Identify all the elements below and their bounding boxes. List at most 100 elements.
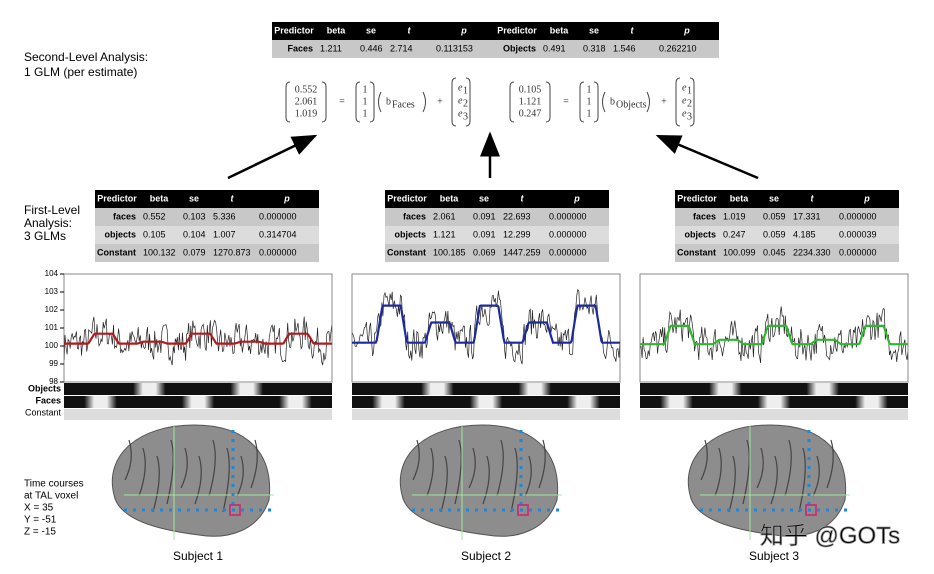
table-cell: 1.121 [433,229,456,239]
eq-y: 0.105 [519,84,542,95]
brain [399,424,562,540]
sulcus [770,455,778,505]
table-cell: 100.132 [143,247,176,257]
table-header: se [589,25,599,35]
bracket [285,81,291,123]
section-label: First-Level [24,203,80,217]
design-on [567,396,600,408]
table-cell: 1447.259 [503,247,541,257]
plot-frame [351,273,621,383]
sulcus [756,447,764,489]
eq-b-sub: Objects [616,99,647,110]
table-cell: 100.099 [723,247,756,257]
table-row-bg [495,40,719,58]
sulcus [468,447,476,489]
sulcus [798,447,806,513]
table-cell: 1.019 [723,211,746,221]
table-header: Predictor [497,25,537,35]
sulcus [714,447,722,497]
table-row-bg [385,244,609,262]
table-header: se [366,25,376,35]
design-on [518,383,551,395]
table-header: Predictor [97,193,137,203]
table-cell: faces [693,211,716,221]
table-cell: 100.185 [433,247,466,257]
table-cell: faces [403,211,426,221]
table-row-bg [385,208,609,226]
sulcus [524,455,532,497]
design-label: Faces [35,395,61,405]
paren [378,91,382,113]
section-label: Analysis: [24,216,72,230]
eq-sign: + [661,96,667,107]
section-label: Second-Level Analysis: [24,50,148,64]
table-cell: 2.061 [433,211,456,221]
table-cell: 1.546 [613,43,636,53]
table-row-bg [675,208,899,226]
table-header: Predictor [677,193,717,203]
table-cell: 12.299 [503,229,531,239]
plot-frame [639,273,909,383]
design-on [806,383,839,395]
section-label: 1 GLM (per estimate) [24,65,137,79]
table-cell: 0.091 [473,229,496,239]
table-cell: objects [394,229,426,239]
sulcus [124,439,132,481]
eq-sign: = [339,96,345,107]
y-tick-label: 98 [49,377,58,386]
table-header: beta [150,193,170,203]
watermark: 知乎 @GOTs [760,522,900,549]
table-cell: objects [104,229,136,239]
table-header: se [189,193,199,203]
table-header: p [863,193,870,203]
table-header: beta [327,25,347,35]
table-cell: 0.318 [583,43,606,53]
eq-x: 1 [363,96,368,107]
design-on [279,396,312,408]
table-cell: 1.211 [320,43,342,53]
design-row [352,383,620,395]
table-cell: 0.000000 [839,211,877,221]
voxel [517,504,529,516]
design-constant [640,409,908,420]
table-cell: 0.000039 [839,229,877,239]
eq-x: 1 [363,108,368,119]
design-on [469,396,503,408]
bracket [509,81,515,123]
table-cell: 0.104 [183,229,206,239]
design-on [133,383,166,395]
section-label: 3 GLMs [24,229,66,243]
eq-y: 2.061 [295,96,318,107]
table-cell: 0.059 [763,229,786,239]
sulcus [180,447,188,489]
design-label: Constant [25,407,62,417]
table-cell: 0.247 [723,229,746,239]
subject-label: Subject 1 [173,549,223,563]
table-header: se [479,193,489,203]
table-cell: 0.059 [763,211,786,221]
brain-shape [399,424,559,537]
table-header: p [683,25,690,35]
y-tick-label: 103 [45,287,59,296]
table-cell: objects [684,229,716,239]
eq-x: 1 [587,96,592,107]
sulcus [454,439,462,505]
eq-b-sub: Faces [392,99,415,110]
design-on [181,396,215,408]
table-cell: 0.000000 [839,247,877,257]
table-header-bg [675,190,899,208]
design-row [64,383,332,395]
table-header: beta [730,193,750,203]
table-header: p [460,25,467,35]
sulcus [222,447,230,513]
bracket [321,81,327,123]
table-cell: 0.079 [183,247,206,257]
table-header-bg [95,190,319,208]
table-header: Predictor [387,193,427,203]
bracket [689,77,695,127]
table-header: Predictor [274,25,314,35]
table-row-bg [675,244,899,262]
table-cell: 0.113153 [436,43,473,53]
sulcus [538,439,546,489]
sulcus [138,447,146,497]
